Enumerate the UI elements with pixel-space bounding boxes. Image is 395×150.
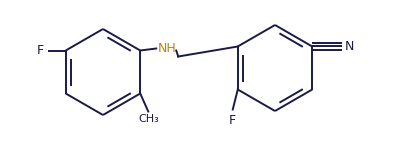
Text: N: N — [345, 40, 355, 53]
Text: NH: NH — [158, 42, 177, 55]
Text: CH₃: CH₃ — [139, 114, 160, 124]
Text: F: F — [229, 114, 236, 128]
Text: F: F — [37, 44, 44, 57]
